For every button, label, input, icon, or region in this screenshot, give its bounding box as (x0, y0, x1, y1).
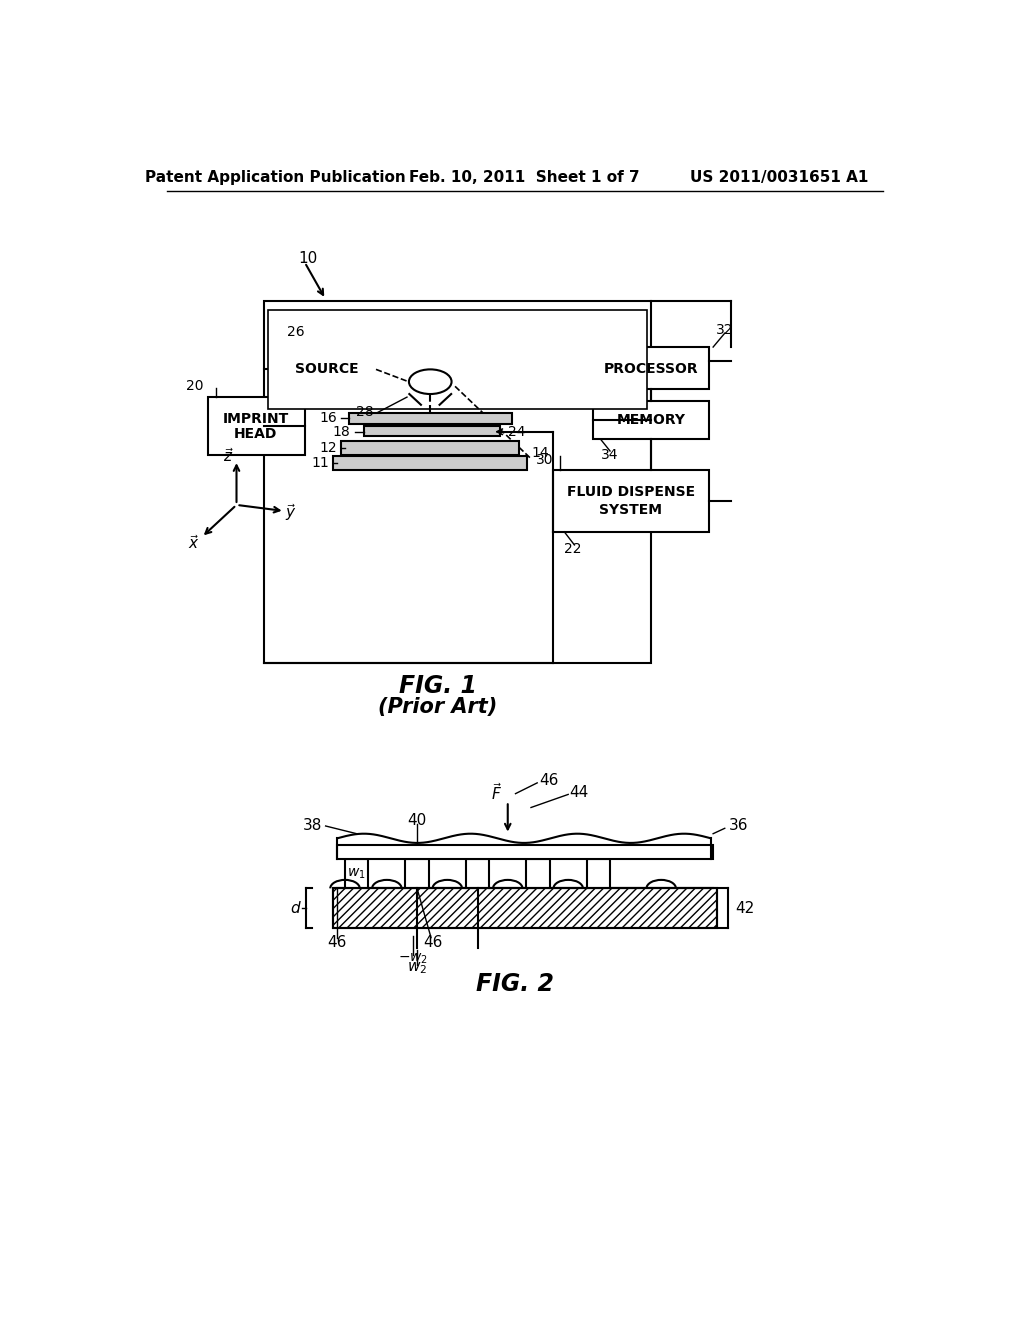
Text: $\vec{y}$: $\vec{y}$ (285, 502, 297, 523)
Text: FLUID DISPENSE: FLUID DISPENSE (567, 484, 695, 499)
Bar (267, 310, 647, 409)
Text: 18: 18 (333, 425, 350, 438)
Text: 12: 12 (319, 441, 337, 455)
Bar (334, 888, 717, 928)
Text: 24: 24 (508, 425, 525, 438)
Text: 46: 46 (539, 774, 558, 788)
Bar (334, 888, 717, 928)
Text: $-w_2$: $-w_2$ (398, 952, 428, 966)
Bar (365, 426, 500, 436)
Text: SYSTEM: SYSTEM (599, 503, 663, 517)
Bar (337, 845, 713, 859)
Bar (334, 457, 527, 470)
Text: 32: 32 (716, 323, 733, 337)
Bar (341, 441, 519, 455)
Text: FIG. 1: FIG. 1 (399, 673, 477, 698)
Text: 28: 28 (356, 405, 374, 420)
Bar (593, 401, 710, 440)
Text: 44: 44 (569, 784, 589, 800)
Text: (Prior Art): (Prior Art) (379, 697, 498, 717)
Bar (280, 350, 376, 389)
Text: Patent Application Publication: Patent Application Publication (144, 170, 406, 185)
Text: 34: 34 (601, 447, 618, 462)
Text: 42: 42 (735, 900, 755, 916)
Text: 14: 14 (531, 446, 549, 461)
Bar (406, 859, 429, 888)
Text: IMPRINT: IMPRINT (223, 412, 289, 425)
Text: 46: 46 (328, 935, 347, 950)
Text: HEAD: HEAD (234, 428, 278, 441)
Text: 11: 11 (311, 457, 330, 470)
Text: 10: 10 (299, 251, 317, 267)
Text: $\vec{F}$: $\vec{F}$ (490, 781, 502, 803)
Text: 36: 36 (729, 818, 749, 833)
Text: 26: 26 (287, 326, 304, 339)
Text: SOURCE: SOURCE (295, 363, 359, 376)
Text: 16: 16 (319, 411, 337, 425)
Bar (553, 470, 710, 532)
Text: 38: 38 (302, 818, 322, 833)
Text: PROCESSOR: PROCESSOR (604, 362, 698, 376)
Text: 20: 20 (186, 379, 204, 392)
Bar (466, 859, 489, 888)
Bar (334, 888, 717, 928)
Bar (526, 859, 550, 888)
Bar (587, 859, 610, 888)
Bar (593, 347, 710, 389)
Text: $w_2$: $w_2$ (407, 961, 427, 977)
Text: d: d (291, 900, 300, 916)
Bar (208, 397, 305, 455)
Text: 46: 46 (423, 935, 442, 950)
Text: FIG. 2: FIG. 2 (476, 972, 555, 995)
Text: 30: 30 (537, 453, 554, 467)
Text: 22: 22 (564, 541, 582, 556)
Text: US 2011/0031651 A1: US 2011/0031651 A1 (690, 170, 868, 185)
Bar (345, 859, 369, 888)
Text: Feb. 10, 2011  Sheet 1 of 7: Feb. 10, 2011 Sheet 1 of 7 (410, 170, 640, 185)
Text: $\vec{z}$: $\vec{z}$ (223, 446, 234, 465)
Bar (349, 413, 512, 424)
Text: 40: 40 (408, 813, 427, 828)
Bar (263, 301, 651, 663)
Text: MEMORY: MEMORY (616, 413, 686, 428)
Ellipse shape (409, 370, 452, 395)
Text: $\vec{x}$: $\vec{x}$ (188, 535, 200, 552)
Text: $w_1$: $w_1$ (347, 866, 366, 880)
